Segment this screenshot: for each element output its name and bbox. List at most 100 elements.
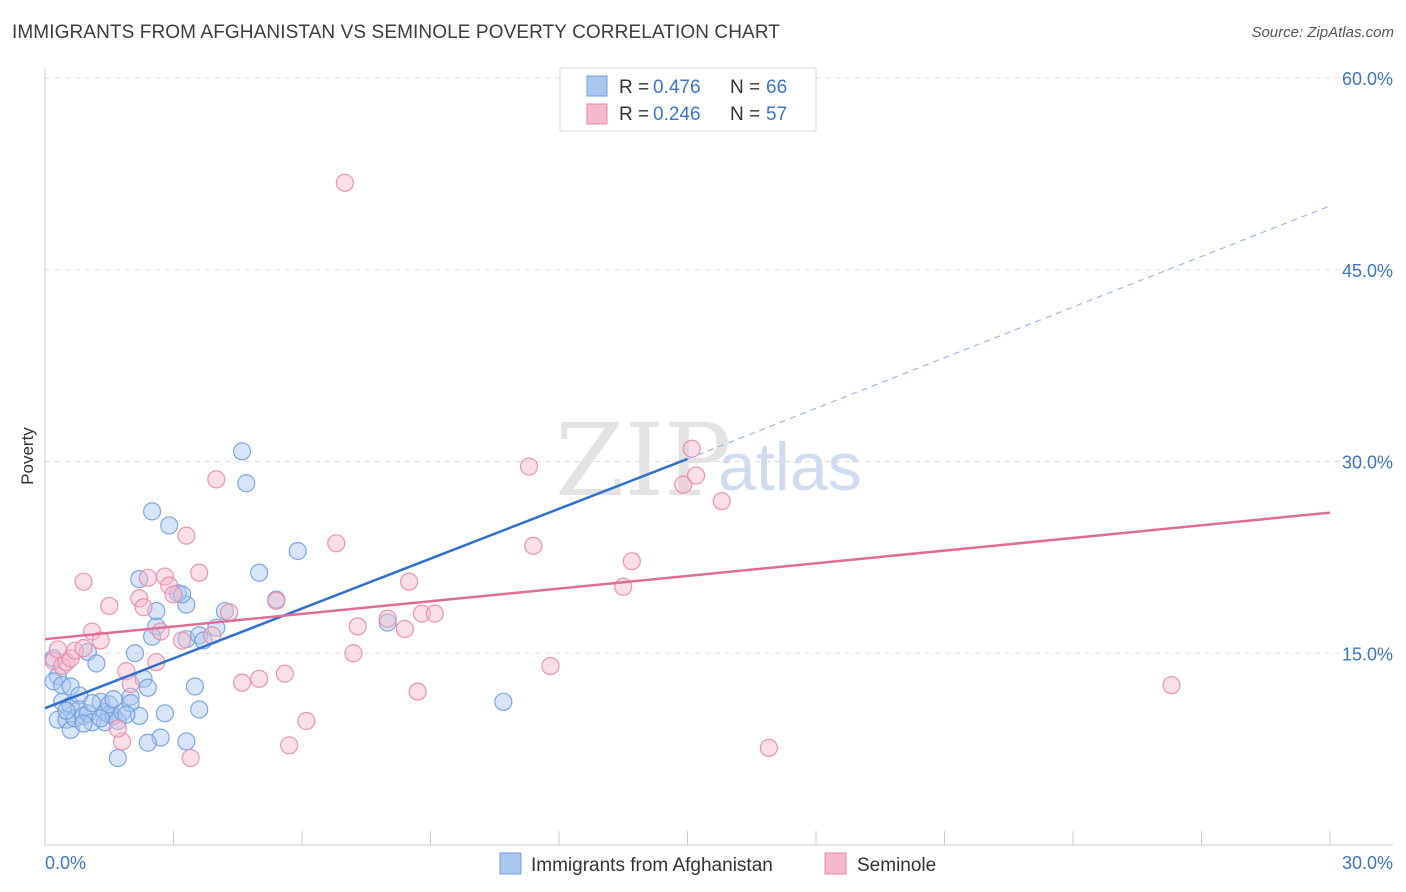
afghanistan-point — [91, 709, 110, 728]
seminole-point — [74, 639, 93, 658]
afghanistan-point — [108, 748, 127, 768]
stats-n-value-afghanistan: 66 — [766, 77, 787, 98]
trend-lines — [44, 205, 1331, 710]
stats-n-value-seminole: 57 — [766, 104, 787, 125]
legend-label-afghanistan: Immigrants from Afghanistan — [531, 855, 773, 876]
seminole-point — [686, 466, 706, 485]
afghanistan-point — [117, 705, 136, 724]
afghanistan-point — [250, 563, 269, 582]
seminole-point — [395, 619, 414, 639]
seminole-point — [207, 470, 226, 489]
afghanistan-point — [121, 694, 140, 713]
seminole-point — [220, 603, 239, 622]
source-label: Source: ZipAtlas.com — [1251, 24, 1394, 41]
seminole-point — [712, 492, 731, 511]
seminole-point — [172, 631, 192, 650]
afghanistan-point — [74, 714, 93, 733]
afghanistan-trend-line — [44, 457, 688, 710]
x-tick-labels: 0.0% 30.0% — [45, 853, 1393, 873]
stats-r-label-seminole: R = — [619, 104, 649, 125]
seminole-point — [674, 475, 693, 494]
afghanistan-point — [125, 644, 145, 663]
stats-n-label-seminole: N = — [730, 104, 760, 125]
seminole-point — [759, 738, 778, 757]
stats-swatch-afghanistan — [586, 75, 608, 97]
chart-title: IMMIGRANTS FROM AFGHANISTAN VS SEMINOLE … — [12, 22, 781, 43]
seminole-point — [327, 534, 346, 553]
seminole-point — [100, 596, 119, 616]
seminole-point — [160, 576, 179, 595]
stats-r-value-seminole: 0.246 — [653, 104, 701, 125]
seminole-point — [164, 585, 183, 604]
seminole-point — [130, 589, 149, 608]
afghanistan-point — [104, 690, 123, 709]
y-tick-label: 45.0% — [1342, 261, 1393, 281]
afghanistan-point — [83, 694, 102, 713]
seminole-point — [134, 598, 153, 617]
stats-legend: R = 0.476 N = 66 R = 0.246 N = 57 — [559, 67, 817, 132]
seminole-point — [138, 568, 157, 587]
seminole-trend-line — [44, 511, 1331, 641]
afghanistan-point — [138, 733, 157, 752]
seminole-point — [177, 526, 196, 545]
seminole-point — [48, 640, 67, 659]
afghanistan-point — [138, 678, 157, 697]
seminole-point — [108, 719, 127, 738]
seminole-point — [250, 669, 269, 688]
afghanistan-point — [142, 502, 162, 521]
y-tick-label: 30.0% — [1342, 453, 1393, 473]
legend-swatch-seminole — [824, 852, 847, 875]
seminole-point — [74, 572, 93, 591]
afghanistan-trend-extension — [687, 205, 1331, 460]
y-tick-label: 15.0% — [1342, 644, 1393, 664]
seminole-point — [524, 536, 543, 555]
seminole-point — [151, 622, 170, 641]
afghanistan-point — [44, 672, 63, 691]
seminole-point — [412, 604, 432, 623]
afghanistan-point — [160, 516, 179, 535]
afghanistan-point — [237, 474, 256, 493]
stats-r-value-afghanistan: 0.476 — [653, 77, 701, 98]
seminole-point — [1162, 676, 1181, 695]
seminole-point — [267, 591, 286, 610]
seminole-point — [280, 736, 299, 755]
afghanistan-point — [177, 732, 196, 751]
seminole-point — [399, 572, 419, 591]
seminole-point — [378, 609, 397, 628]
x-tick-label: 0.0% — [45, 853, 86, 873]
stats-swatch-seminole — [586, 103, 608, 125]
stats-r-label-afghanistan: R = — [619, 77, 649, 98]
seminole-point — [425, 604, 444, 623]
grid-lines — [45, 77, 1393, 654]
afghanistan-point — [494, 692, 513, 711]
seminole-point — [335, 173, 354, 192]
y-tick-label: 60.0% — [1342, 69, 1393, 89]
seminole-point — [344, 644, 363, 663]
seminole-point — [155, 567, 175, 586]
x-tick-label: 30.0% — [1342, 853, 1393, 873]
seminole-point — [348, 617, 367, 636]
watermark-zip: ZIP — [555, 402, 731, 519]
watermark-atlas: atlas — [718, 429, 862, 505]
data-points — [44, 173, 1181, 768]
afghanistan-point — [288, 541, 307, 561]
afghanistan-point — [155, 704, 175, 723]
seminole-point — [622, 552, 641, 571]
afghanistan-point — [185, 677, 205, 696]
x-ticks — [44, 831, 1331, 845]
stats-n-label-afghanistan: N = — [730, 77, 760, 98]
seminole-point — [190, 563, 209, 582]
seminole-point — [297, 711, 316, 731]
afghanistan-point — [87, 654, 106, 673]
afghanistan-point — [232, 442, 252, 461]
seminole-point — [519, 457, 539, 476]
afghanistan-point — [378, 613, 397, 632]
legend-swatch-afghanistan — [499, 852, 522, 875]
y-tick-labels: 15.0% 30.0% 45.0% 60.0% — [1342, 69, 1393, 664]
afghanistan-point — [57, 701, 76, 720]
legend-label-seminole: Seminole — [857, 855, 936, 876]
afghanistan-point — [190, 700, 209, 719]
seminole-point — [91, 631, 110, 650]
seminole-point — [541, 656, 560, 676]
